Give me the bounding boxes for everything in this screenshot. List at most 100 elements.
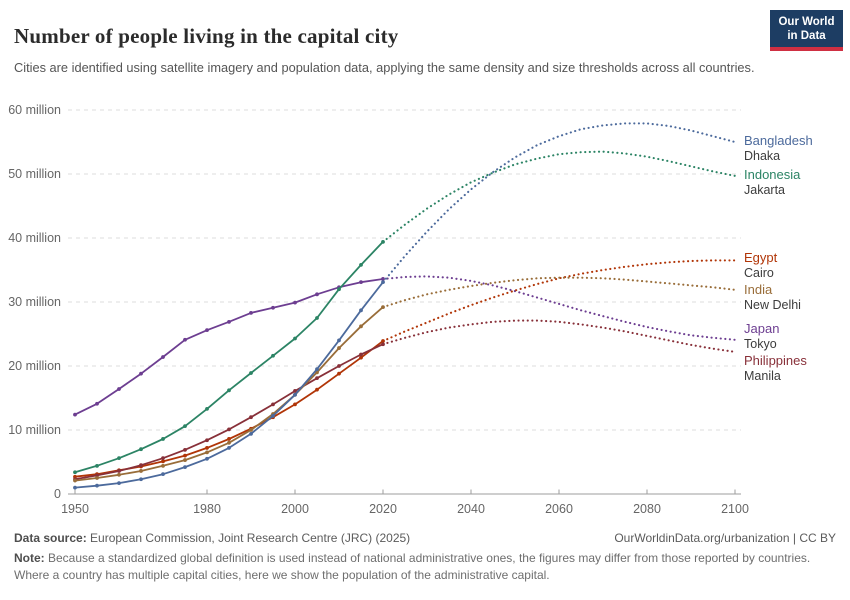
data-point-japan[interactable] [161,355,165,359]
data-point-philippines[interactable] [315,376,319,381]
data-point-japan[interactable] [139,371,143,376]
data-point-japan[interactable] [271,305,275,310]
y-tick-label: 0 [54,487,61,501]
entity-country-name[interactable]: Japan [744,320,780,336]
entity-label-bangladesh[interactable]: Bangladesh Dhaka [744,133,813,164]
data-point-india[interactable] [139,469,143,473]
data-point-indonesia[interactable] [139,447,143,452]
series-line-india[interactable] [74,306,384,482]
data-point-philippines[interactable] [205,438,209,443]
entity-label-egypt[interactable]: Egypt Cairo [744,250,777,281]
series-line-philippines[interactable] [74,343,384,481]
data-point-india[interactable] [205,450,209,455]
data-point-egypt[interactable] [337,371,341,376]
data-point-japan[interactable] [205,328,209,333]
series-projection-indonesia[interactable] [381,150,737,243]
entity-label-philippines[interactable]: Philippines Manila [744,353,807,384]
owid-logo-line2: in Data [787,30,826,43]
data-point-bangladesh[interactable] [249,431,253,436]
data-point-japan[interactable] [293,300,297,305]
data-point-indonesia[interactable] [271,353,275,358]
data-point-japan[interactable] [249,310,253,315]
data-point-egypt[interactable] [183,453,187,458]
entity-country-name[interactable]: Indonesia [744,166,801,182]
data-point-india[interactable] [249,428,253,432]
series-line-japan[interactable] [74,278,384,416]
data-point-india[interactable] [337,346,341,350]
data-point-indonesia[interactable] [161,437,165,441]
data-point-egypt[interactable] [205,446,209,450]
data-point-bangladesh[interactable] [293,392,297,397]
data-point-india[interactable] [95,476,99,480]
data-point-philippines[interactable] [161,456,165,461]
data-point-bangladesh[interactable] [359,308,363,313]
data-point-bangladesh[interactable] [205,456,209,461]
data-point-philippines[interactable] [117,469,121,473]
data-point-egypt[interactable] [315,387,319,392]
data-point-japan[interactable] [315,292,319,297]
data-point-egypt[interactable] [161,459,165,464]
data-point-philippines[interactable] [359,352,363,357]
data-point-india[interactable] [161,463,165,468]
data-point-bangladesh[interactable] [315,367,319,372]
data-point-india[interactable] [359,324,363,329]
data-point-philippines[interactable] [139,463,143,468]
data-point-japan[interactable] [95,401,99,406]
entity-country-name[interactable]: Philippines [744,352,807,368]
data-point-india[interactable] [183,458,187,462]
data-point-indonesia[interactable] [205,406,209,411]
data-point-indonesia[interactable] [73,470,77,475]
data-point-indonesia[interactable] [337,287,341,292]
data-point-philippines[interactable] [337,364,341,368]
data-point-india[interactable] [117,472,121,477]
data-point-indonesia[interactable] [117,456,121,461]
series-projection-philippines[interactable] [381,319,737,353]
data-point-bangladesh[interactable] [337,338,341,343]
data-point-india[interactable] [227,440,231,445]
x-tick-label: 1950 [61,502,89,516]
data-point-indonesia[interactable] [315,316,319,320]
data-point-egypt[interactable] [227,437,231,441]
data-point-india[interactable] [73,478,77,483]
data-point-japan[interactable] [117,387,121,391]
data-point-bangladesh[interactable] [161,472,165,477]
data-point-philippines[interactable] [249,415,253,420]
data-point-japan[interactable] [359,280,363,285]
data-point-bangladesh[interactable] [95,483,99,488]
data-point-japan[interactable] [227,319,231,324]
data-point-indonesia[interactable] [359,262,363,267]
data-point-bangladesh[interactable] [73,485,77,490]
data-point-bangladesh[interactable] [183,465,187,470]
series-projection-egypt[interactable] [381,259,737,343]
data-point-philippines[interactable] [183,447,187,452]
data-point-egypt[interactable] [293,402,297,407]
entity-country-name[interactable]: India [744,282,773,298]
entity-city-name: New Delhi [744,298,801,313]
data-point-philippines[interactable] [271,402,275,407]
data-point-philippines[interactable] [227,427,231,432]
series-projection-bangladesh[interactable] [381,122,737,284]
citation-link[interactable]: OurWorldinData.org/urbanization | CC BY [614,531,836,545]
data-point-indonesia[interactable] [183,424,187,429]
series-projection-india[interactable] [381,276,737,309]
entity-label-india[interactable]: India New Delhi [744,282,801,313]
data-point-indonesia[interactable] [95,463,99,468]
data-point-bangladesh[interactable] [117,481,121,486]
series-projection-japan[interactable] [381,275,737,341]
data-point-bangladesh[interactable] [139,477,143,482]
entity-city-name: Cairo [744,266,774,281]
entity-country-name[interactable]: Egypt [744,250,778,266]
footnote: Note: Because a standardized global defi… [14,550,820,584]
data-point-philippines[interactable] [293,389,297,393]
data-point-indonesia[interactable] [293,336,297,341]
entity-country-name[interactable]: Bangladesh [744,133,813,148]
data-point-egypt[interactable] [359,355,363,360]
data-point-indonesia[interactable] [227,388,231,393]
data-point-bangladesh[interactable] [227,446,231,450]
data-point-japan[interactable] [73,412,77,417]
data-point-japan[interactable] [183,337,187,342]
data-point-bangladesh[interactable] [271,414,275,418]
entity-label-indonesia[interactable]: Indonesia Jakarta [744,167,800,198]
entity-label-japan[interactable]: Japan Tokyo [744,321,779,352]
data-point-indonesia[interactable] [249,371,253,375]
